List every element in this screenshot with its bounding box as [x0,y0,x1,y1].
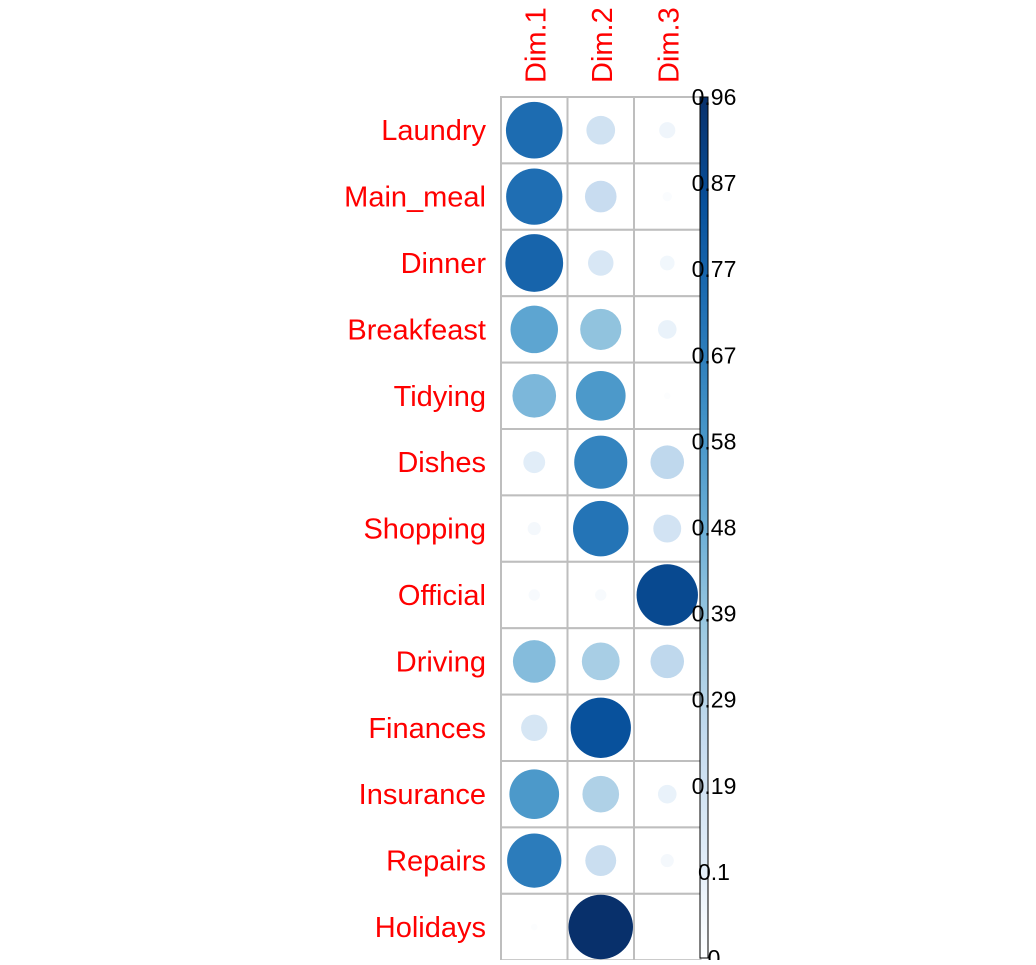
contribution-circle [657,320,677,339]
row-label: Shopping [363,514,486,546]
colorbar-tick-label: 0 [708,945,721,960]
circle-marks [505,101,698,960]
contribution-circle [523,451,546,474]
contribution-circle [505,234,564,292]
colorbar [699,96,709,959]
row-label: Holidays [375,912,486,944]
contribution-circle [505,101,563,159]
contribution-circle [662,191,672,202]
contribution-circle [650,445,685,479]
row-label: Repairs [386,846,486,878]
contribution-circle [512,640,556,683]
contribution-circle [660,854,674,868]
contribution-circle [527,522,541,536]
row-label: Laundry [381,115,486,147]
grid-cell [633,892,702,962]
contribution-circle [585,845,617,877]
contribution-circle [510,305,558,354]
grid-cell [633,693,702,762]
colorbar-tick-label: 0.87 [692,170,737,196]
contribution-circle [581,642,620,681]
row-label: Finances [368,713,486,745]
contribution-circle [586,115,616,145]
grid-cell [566,228,635,298]
column-label: Dim.2 [587,7,619,83]
contribution-circle [528,589,540,601]
row-label: Tidying [394,381,486,413]
colorbar-tick-label: 0.96 [692,84,737,110]
row-label: Insurance [359,779,486,811]
contribution-circle [507,833,562,888]
colorbar-tick-label: 0.19 [692,773,737,799]
contribution-circle [506,168,563,225]
row-label: Breakfeast [347,314,486,346]
colorbar-tick-label: 0.67 [692,342,737,368]
contribution-circle [659,255,675,271]
contribution-circle [530,923,538,931]
row-label: Dishes [397,447,486,479]
colorbar-tick-label: 0.39 [692,601,737,627]
contribution-circle [663,392,671,400]
contribution-circle [588,250,614,276]
contribution-circle [509,769,560,820]
colorbar-tick-label: 0.48 [692,515,737,541]
contribution-circle [584,180,617,213]
contribution-circle [595,589,607,601]
contribution-circle [573,500,629,557]
row-label: Driving [396,646,486,678]
contribution-circle [580,308,622,350]
contribution-circle [512,373,557,418]
column-label: Dim.3 [653,7,685,83]
row-label: Dinner [401,248,487,280]
column-label: Dim.1 [520,7,552,83]
contribution-circle [568,894,633,960]
row-label: Main_meal [344,182,486,214]
grid-cell [500,560,569,630]
contribution-circle [521,714,548,741]
contribution-circle [659,122,676,139]
contribution-circle [582,775,620,813]
colorbar-tick-label: 0.29 [692,687,737,713]
colorbar-tick-label: 0.77 [692,256,737,282]
contribution-circle [650,644,685,679]
colorbar-tick-label: 0.1 [698,859,730,885]
contribution-circle [574,435,628,489]
contribution-circle [657,784,677,804]
row-label: Official [398,580,486,612]
colorbar-tick-label: 0.58 [692,428,737,454]
contribution-circle [570,697,631,758]
contribution-circle [653,514,682,543]
contribution-circle [575,370,626,421]
contribution-circle [636,564,698,626]
